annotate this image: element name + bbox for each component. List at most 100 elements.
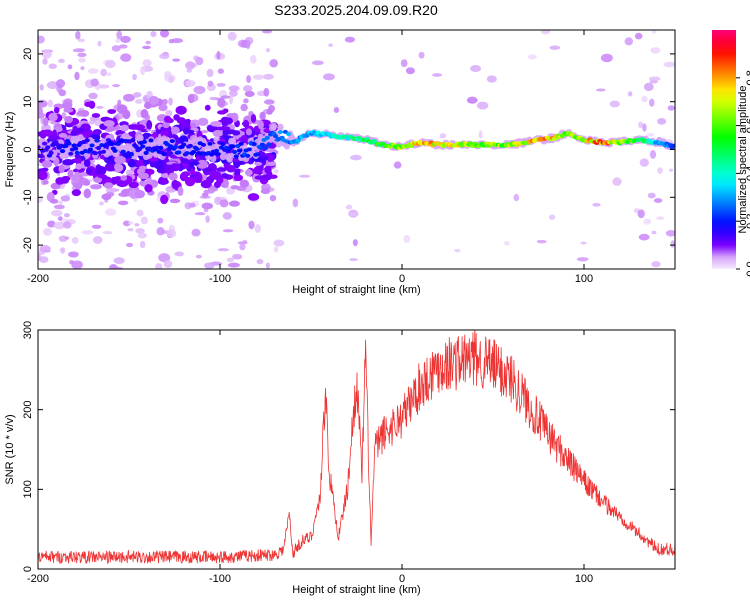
band-cell xyxy=(130,130,137,140)
band-cell xyxy=(160,194,169,205)
noise-cell xyxy=(88,92,98,100)
noise-cell xyxy=(403,234,411,243)
ridge-cell xyxy=(89,143,95,148)
noise-cell xyxy=(195,56,204,66)
noise-cell xyxy=(139,240,146,249)
band-cell xyxy=(200,180,212,189)
noise-cell xyxy=(216,82,226,87)
band-cell xyxy=(61,101,73,110)
band-cell xyxy=(260,188,271,195)
noise-cell xyxy=(105,59,116,69)
ridge-cell xyxy=(251,142,257,147)
noise-cell xyxy=(217,248,230,252)
band-cell xyxy=(42,117,49,127)
noise-cell xyxy=(171,38,183,44)
noise-cell xyxy=(209,96,219,101)
ridge-cell xyxy=(236,148,243,153)
band-cell xyxy=(134,124,146,131)
ridge-cell xyxy=(140,144,146,149)
noise-cell xyxy=(641,95,648,103)
noise-cell xyxy=(47,220,56,228)
noise-cell xyxy=(123,93,135,102)
y-tick-label: -20 xyxy=(22,237,34,253)
band-cell xyxy=(114,163,122,171)
noise-cell xyxy=(112,266,124,269)
noise-cell xyxy=(189,202,196,208)
noise-cell xyxy=(120,53,132,62)
snr-series-line xyxy=(38,330,675,565)
noise-cell xyxy=(269,59,279,68)
ridge-cell xyxy=(128,152,134,157)
noise-cell xyxy=(639,158,649,167)
noise-cell xyxy=(393,161,402,169)
band-cell xyxy=(75,163,83,170)
band-cell xyxy=(137,172,150,180)
ridge-cell xyxy=(87,147,94,152)
noise-cell xyxy=(665,229,675,237)
ridge-cell xyxy=(148,138,154,143)
noise-cell xyxy=(263,73,274,80)
band-cell xyxy=(112,178,120,184)
ridge-cell xyxy=(92,151,98,156)
noise-cell xyxy=(156,226,165,236)
noise-cell xyxy=(220,95,231,99)
band-cell xyxy=(201,192,209,198)
noise-cell xyxy=(252,74,264,80)
band-cell xyxy=(267,155,273,162)
band-cell xyxy=(233,174,244,182)
noise-cell xyxy=(159,30,170,38)
noise-cell xyxy=(42,58,48,65)
band-cell xyxy=(193,175,202,184)
ridge-cell xyxy=(38,154,44,159)
y-tick-label: 0 xyxy=(22,566,34,572)
colorbar-tick-label: 0.4 xyxy=(745,166,750,181)
noise-cell xyxy=(637,209,645,219)
band-cell xyxy=(160,128,169,139)
ridge-cell xyxy=(172,144,179,149)
ridge-cell xyxy=(158,145,164,150)
noise-cell xyxy=(38,253,42,261)
band-cell xyxy=(134,190,146,199)
ridge-cell xyxy=(112,148,118,153)
noise-cell xyxy=(206,68,214,78)
band-cell xyxy=(239,179,250,188)
ridge-halo xyxy=(270,122,278,131)
noise-cell xyxy=(239,243,246,251)
snr-frame xyxy=(37,329,676,570)
ridge-cell xyxy=(45,145,51,150)
band-cell xyxy=(116,179,129,188)
noise-cell xyxy=(158,253,171,263)
noise-cell xyxy=(168,76,174,83)
band-cell xyxy=(266,108,273,115)
noise-cell xyxy=(53,221,65,230)
band-cell xyxy=(83,188,92,199)
noise-cell xyxy=(513,193,520,202)
band-cell xyxy=(105,158,117,165)
noise-cell xyxy=(134,223,140,227)
ridge-cell xyxy=(200,142,207,147)
ridge-cell xyxy=(66,141,72,146)
band-cell xyxy=(120,175,128,181)
x-tick-label: -200 xyxy=(27,273,49,285)
band-cell xyxy=(228,200,240,207)
band-cell xyxy=(165,150,171,157)
x-tick-label: 100 xyxy=(575,273,593,285)
band-cell xyxy=(58,165,65,174)
ridge-cell xyxy=(245,153,251,158)
ridge-cell xyxy=(74,150,80,155)
colorbar-label: Normalized spectral amplitude xyxy=(737,86,749,234)
noise-cell xyxy=(669,168,674,172)
noise-cell xyxy=(140,216,148,225)
noise-cell xyxy=(80,66,85,70)
noise-cell xyxy=(142,45,152,50)
noise-cell xyxy=(347,213,359,217)
snr-panel: -200 -100 0 100 0 100 200 300 Height of straight… xyxy=(4,321,676,596)
band-cell xyxy=(48,112,58,122)
noise-cell xyxy=(345,204,353,210)
noise-cell xyxy=(102,230,113,235)
noise-cell xyxy=(642,123,647,132)
noise-cell xyxy=(638,121,644,129)
band-cell xyxy=(221,173,229,179)
noise-cell xyxy=(163,259,173,269)
